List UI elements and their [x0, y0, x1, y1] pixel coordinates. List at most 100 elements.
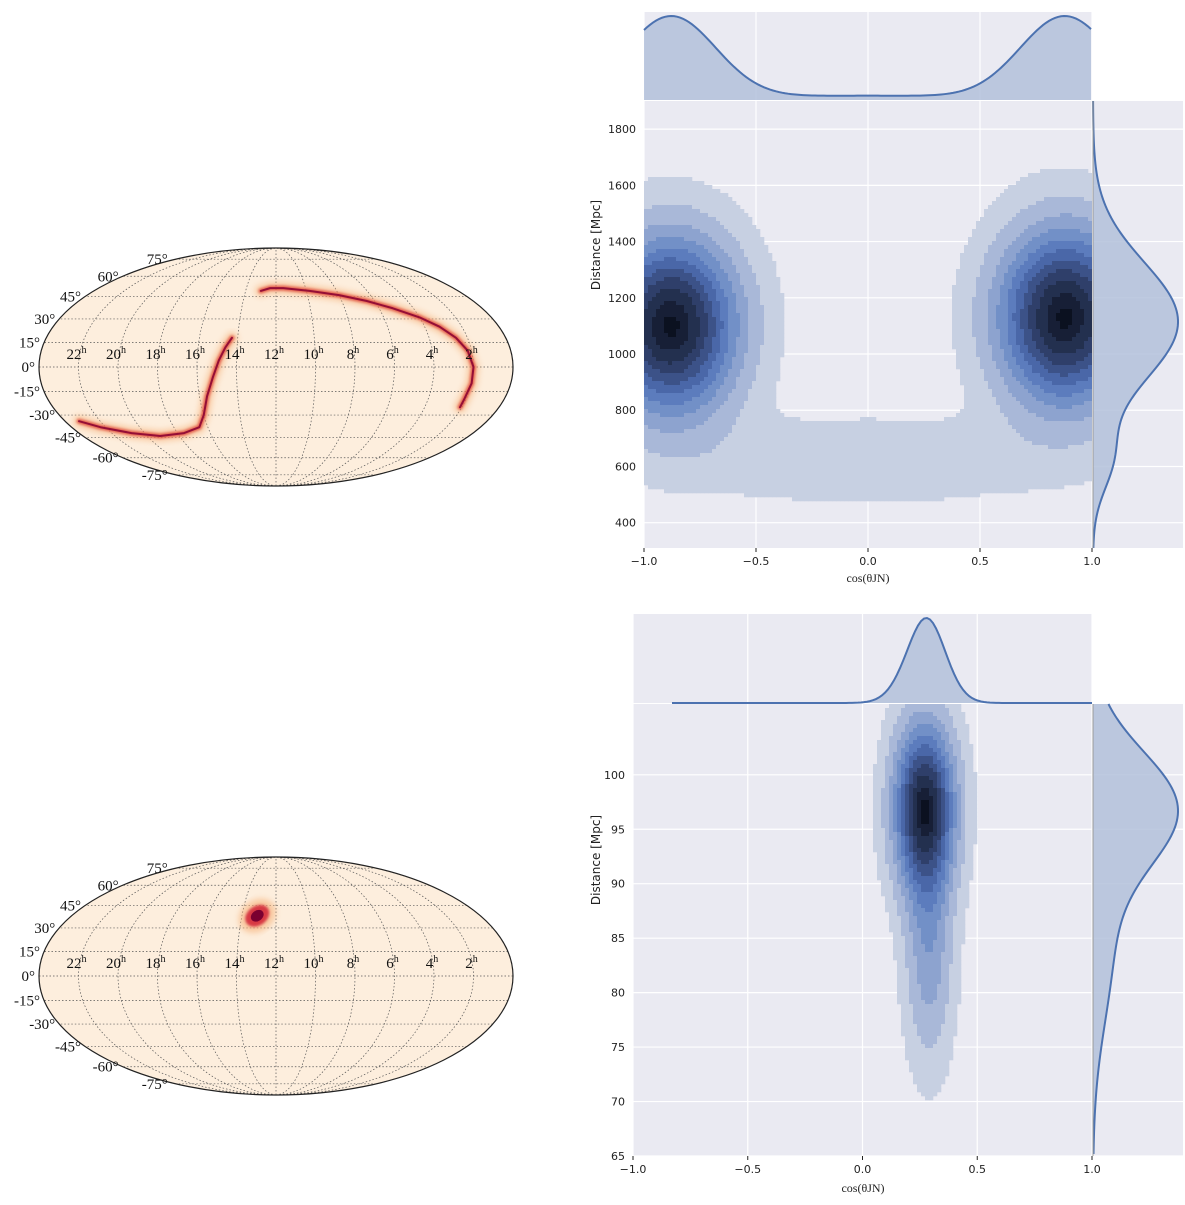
kde-cell [1028, 381, 1033, 386]
kde-cell [648, 461, 653, 466]
kde-cell [684, 325, 689, 330]
kde-cell [936, 441, 941, 446]
kde-cell [644, 357, 649, 362]
kde-cell [856, 469, 861, 474]
kde-cell [660, 341, 665, 346]
kde-cell [972, 373, 977, 378]
kde-cell [764, 277, 769, 282]
kde-cell [752, 305, 757, 310]
kde-cell [672, 277, 677, 282]
kde-cell [952, 465, 957, 470]
kde-cell [980, 465, 985, 470]
kde-cell [688, 229, 693, 234]
kde-cell [1000, 377, 1005, 382]
kde-cell [672, 353, 677, 358]
kde-cell [996, 365, 1001, 370]
kde-cell [980, 401, 985, 406]
kde-cell [780, 353, 785, 358]
kde-cell [720, 365, 725, 370]
kde-cell [1008, 285, 1013, 290]
kde-cell [1028, 305, 1033, 310]
kde-cell [1012, 381, 1017, 386]
kde-cell [700, 337, 705, 342]
kde-cell [980, 337, 985, 342]
kde-cell [712, 425, 717, 430]
kde-cell [684, 413, 689, 418]
kde-cell [872, 433, 877, 438]
kde-cell [844, 437, 849, 442]
kde-cell [980, 329, 985, 334]
kde-cell [720, 457, 725, 462]
kde-cell [800, 433, 805, 438]
kde-cell [664, 345, 669, 350]
kde-cell [1004, 321, 1009, 326]
kde-cell [844, 497, 849, 502]
kde-cell [848, 457, 853, 462]
kde-cell [732, 385, 737, 390]
kde-cell [952, 297, 957, 302]
kde-cell [1000, 225, 1005, 230]
kde-cell [772, 333, 777, 338]
kde-cell [680, 425, 685, 430]
kde-cell [672, 361, 677, 366]
kde-cell [884, 453, 889, 458]
kde-cell [876, 461, 881, 466]
kde-cell [976, 269, 981, 274]
kde-cell [688, 321, 693, 326]
kde-cell [744, 473, 749, 478]
kde-cell [792, 453, 797, 458]
kde-cell [656, 193, 661, 198]
kde-cell [716, 341, 721, 346]
kde-cell [976, 289, 981, 294]
kde-cell [660, 309, 665, 314]
kde-cell [684, 269, 689, 274]
kde-cell [856, 465, 861, 470]
kde-cell [700, 425, 705, 430]
kde-cell [696, 193, 701, 198]
kde-cell [896, 425, 901, 430]
kde-cell [692, 397, 697, 402]
kde-cell [984, 309, 989, 314]
kde-cell [1008, 417, 1013, 422]
kde-cell [732, 425, 737, 430]
kde-cell [976, 425, 981, 430]
kde-cell [944, 421, 949, 426]
kde-cell [852, 425, 857, 430]
kde-cell [660, 485, 665, 490]
kde-cell [656, 265, 661, 270]
kde-cell [724, 313, 729, 318]
kde-cell [1012, 237, 1017, 242]
kde-cell [696, 221, 701, 226]
kde-cell [692, 353, 697, 358]
kde-cell [660, 373, 665, 378]
kde-cell [712, 241, 717, 246]
kde-cell [1024, 193, 1029, 198]
kde-cell [976, 393, 981, 398]
kde-cell [1008, 197, 1013, 202]
kde-cell [700, 185, 705, 190]
kde-cell [992, 281, 997, 286]
kde-cell [736, 277, 741, 282]
kde-cell [1016, 417, 1021, 422]
kde-cell [952, 473, 957, 478]
kde-cell [800, 465, 805, 470]
kde-cell [712, 449, 717, 454]
kde-cell [712, 377, 717, 382]
kde-cell [660, 317, 665, 322]
kde-cell [716, 345, 721, 350]
kde-cell [1024, 225, 1029, 230]
kde-cell [1024, 361, 1029, 366]
kde-cell [940, 481, 945, 486]
kde-cell [744, 349, 749, 354]
kde-cell [1008, 213, 1013, 218]
kde-cell [756, 381, 761, 386]
kde-cell [1000, 361, 1005, 366]
kde-cell [1020, 461, 1025, 466]
kde-cell [872, 445, 877, 450]
kde-cell [688, 301, 693, 306]
kde-cell [1016, 473, 1021, 478]
kde-cell [664, 453, 669, 458]
kde-cell [760, 489, 765, 494]
kde-cell [644, 425, 649, 430]
kde-cell [692, 445, 697, 450]
